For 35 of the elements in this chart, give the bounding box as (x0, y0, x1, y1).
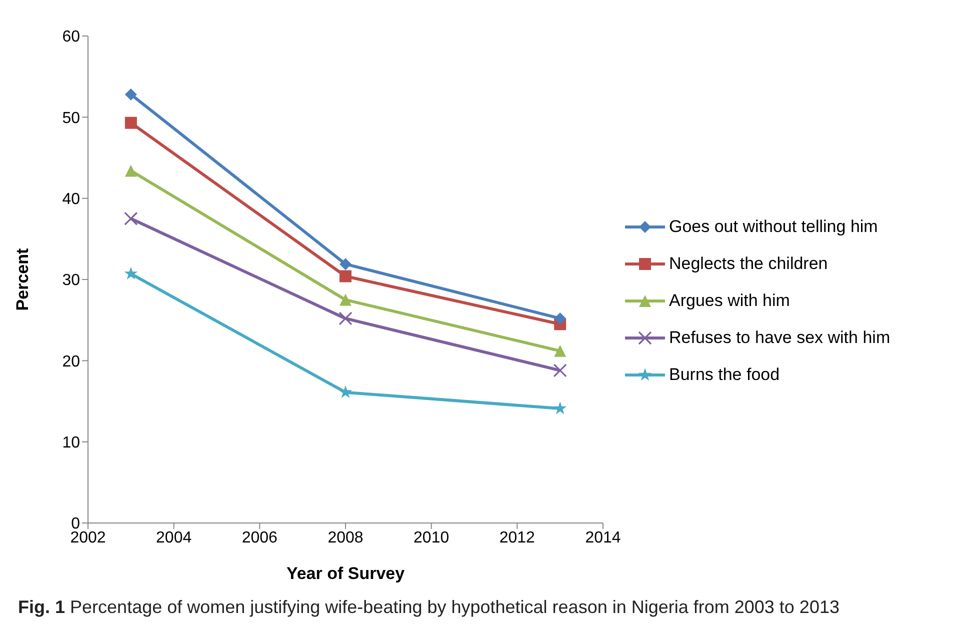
y-tick-label: 60 (62, 28, 80, 46)
point (124, 88, 137, 100)
legend-label: Neglects the children (669, 254, 828, 274)
x-tick-label: 2004 (156, 529, 192, 546)
point (554, 344, 566, 357)
point (338, 385, 352, 398)
point (553, 402, 567, 414)
legend-label: Refuses to have sex with him (669, 328, 890, 348)
x-tick-label: 2002 (70, 529, 106, 546)
y-tick-label: 10 (62, 434, 80, 452)
legend-label: Argues with him (669, 290, 790, 310)
y-tick-label: 40 (62, 191, 80, 208)
caption: Fig. 1 Percentage of women justifying wife-beating by hypothetical reason in Nigeria from 2003 to 2013 (18, 597, 840, 618)
legend-label: Burns the food (669, 364, 780, 384)
x-tick-label: 2012 (499, 529, 536, 546)
point (553, 364, 567, 378)
point (124, 266, 138, 280)
x-tick-label: 2006 (242, 529, 278, 546)
point (340, 258, 352, 270)
point (340, 294, 352, 306)
point (124, 164, 137, 177)
x-tick-label: 2014 (585, 529, 621, 546)
point (554, 312, 566, 324)
x-tick-label: 2008 (328, 529, 364, 546)
point (338, 312, 352, 326)
x-tick-label: 2010 (414, 529, 450, 546)
legend-label: Goes out without telling him (669, 216, 878, 236)
point (124, 212, 138, 226)
y-tick-label: 30 (62, 272, 80, 290)
y-axis-title: Percent (13, 248, 32, 311)
y-tick-label: 50 (62, 110, 80, 127)
x-axis-title: Year of Survey (286, 564, 406, 583)
y-tick-label: 20 (62, 353, 80, 370)
point (124, 116, 137, 129)
point (340, 270, 352, 282)
